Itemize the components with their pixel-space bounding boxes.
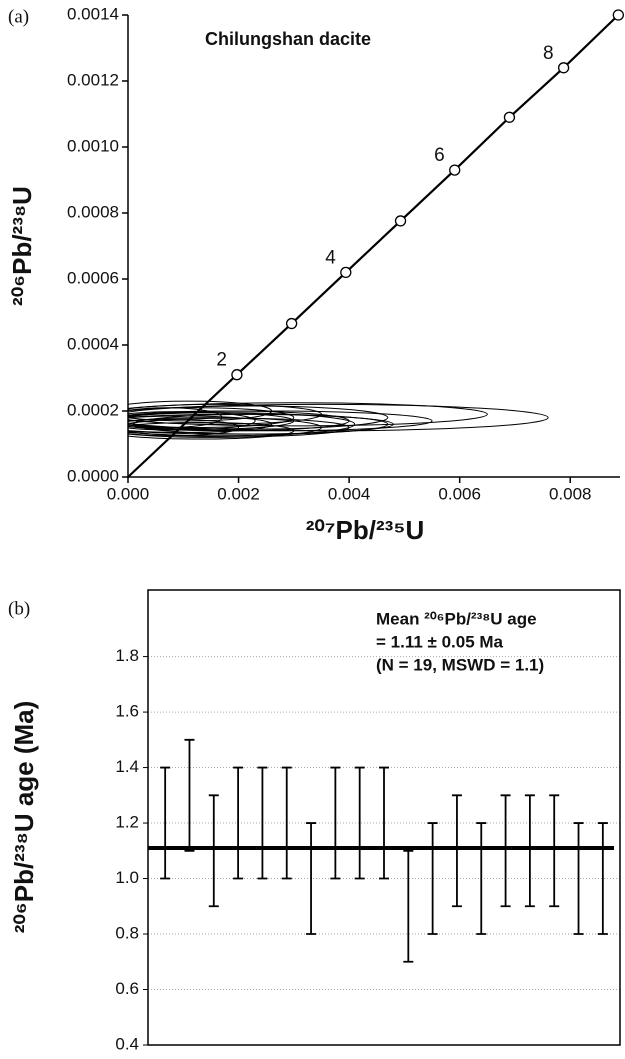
error-ellipse	[128, 412, 356, 437]
y-tick-label: 1.4	[115, 757, 139, 776]
y-tick-label: 1.8	[115, 646, 139, 665]
concordia-point	[612, 9, 624, 21]
error-bar	[500, 794, 511, 908]
x-tick-label: 0.008	[549, 484, 592, 503]
error-bar	[306, 822, 317, 935]
y-tick-label: 0.4	[115, 1034, 139, 1053]
y-tick-label: 0.0014	[67, 4, 119, 23]
error-bar	[379, 766, 389, 880]
y-tick-label: 0.0010	[67, 136, 119, 155]
error-ellipse	[128, 402, 488, 427]
x-tick-label: 0.000	[107, 484, 150, 503]
plot-frame	[147, 589, 621, 1046]
concordia-point	[557, 62, 570, 74]
panel-label: (b)	[8, 598, 30, 619]
concordia-point	[285, 317, 298, 330]
y-tick-label: 0.0006	[67, 268, 119, 287]
error-ellipse	[128, 417, 322, 438]
error-ellipse	[128, 403, 322, 425]
annotation: = 1.11 ± 0.05 Ma	[376, 632, 504, 651]
concordia-point	[394, 215, 407, 227]
concordia-point	[340, 266, 352, 279]
y-tick-label: 0.0002	[67, 400, 119, 419]
y-tick-label: 0.0012	[67, 70, 119, 89]
annotation: (N = 19, MSWD = 1.1)	[376, 655, 544, 674]
error-bar	[427, 822, 438, 935]
y-tick-label: 0.6	[115, 979, 139, 998]
concordia-line	[127, 14, 620, 478]
error-ellipse	[128, 403, 549, 432]
x-tick-label: 0.006	[438, 484, 481, 503]
error-bar	[476, 822, 487, 935]
x-axis-label: ²⁰⁷Pb/²³⁵U	[306, 515, 425, 545]
age-label: 4	[325, 247, 336, 268]
error-bar	[281, 766, 292, 880]
error-bar	[160, 766, 171, 880]
error-bar	[257, 766, 268, 880]
y-tick-label: 0.8	[115, 924, 139, 943]
error-bar	[573, 822, 584, 935]
error-bar	[597, 822, 608, 935]
annotation: Mean ²⁰⁶Pb/²³⁸U age	[376, 609, 537, 628]
y-tick-label: 1.2	[115, 813, 139, 832]
error-bar	[233, 766, 244, 880]
ellipse-group	[128, 400, 549, 440]
x-tick-label: 0.002	[217, 484, 260, 503]
concordia-point	[449, 164, 461, 176]
y-axis-label: ²⁰⁶Pb/²³⁸U	[7, 186, 37, 306]
error-bar	[330, 766, 341, 880]
error-bar	[184, 738, 195, 852]
age-label: 6	[434, 145, 445, 166]
error-ellipse	[128, 422, 295, 440]
concordia-point	[231, 369, 243, 381]
y-tick-label: 0.0000	[67, 466, 119, 485]
y-axis-label: ²⁰⁶Pb/²³⁸U age (Ma)	[9, 701, 39, 934]
error-ellipse	[128, 407, 223, 428]
error-bar	[524, 794, 535, 908]
concordia-point	[503, 111, 516, 123]
chart-title: Chilungshan dacite	[205, 29, 371, 49]
y-tick-label: 0.0008	[67, 202, 119, 221]
x-tick-label: 0.004	[328, 484, 371, 503]
y-tick-label: 1.6	[115, 702, 139, 721]
y-tick-label: 1.0	[115, 868, 139, 887]
error-ellipse	[128, 407, 295, 428]
error-bar	[403, 849, 414, 963]
age-label: 2	[216, 350, 227, 371]
error-bar	[208, 794, 219, 908]
error-ellipse	[128, 405, 389, 430]
error-bar	[549, 794, 560, 908]
age-label: 8	[543, 43, 554, 64]
error-bar	[354, 766, 365, 880]
panel-label: (a)	[8, 6, 29, 27]
error-bar	[451, 794, 462, 908]
y-tick-label: 0.0004	[67, 334, 119, 353]
